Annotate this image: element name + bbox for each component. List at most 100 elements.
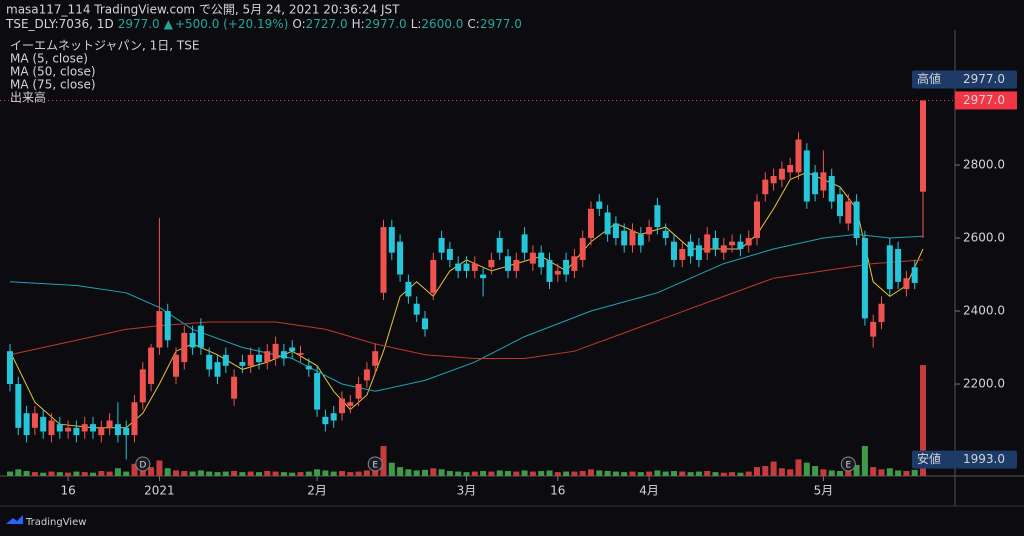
candle-body — [596, 201, 603, 209]
volume-bar — [347, 472, 354, 476]
volume-bar — [845, 469, 852, 476]
volume-bar — [654, 470, 661, 476]
candle-body — [496, 238, 503, 253]
volume-bar — [803, 462, 810, 476]
volume-bar — [895, 470, 902, 476]
candle-body — [812, 172, 819, 195]
volume-bar — [853, 464, 860, 476]
volume-bar — [413, 470, 420, 476]
volume-bar — [7, 471, 13, 476]
volume-bar — [247, 471, 254, 476]
volume-bar — [131, 463, 138, 476]
candle-body — [621, 230, 628, 246]
candle-body — [214, 362, 221, 377]
volume-bar — [363, 470, 370, 476]
footer: TradingView — [25, 517, 86, 528]
volume-bar — [114, 468, 121, 476]
candle-body — [671, 241, 677, 260]
volume-bar — [355, 471, 362, 476]
volume-bar — [795, 459, 802, 476]
candle-body — [861, 238, 868, 319]
volume-bar — [596, 470, 603, 476]
high_marker-value: 2977.0 — [963, 72, 1005, 86]
candle-body — [48, 420, 55, 436]
volume-bar — [256, 472, 262, 476]
candle-body — [654, 205, 661, 228]
candle-body — [98, 427, 105, 436]
volume-bar — [621, 472, 628, 476]
volume-bar — [81, 472, 88, 476]
volume-bar — [106, 471, 113, 476]
volume-bar — [679, 471, 686, 476]
last-price-box — [955, 91, 1017, 110]
arrow: ▲ — [164, 17, 174, 31]
ohlc-value: 2977.0 — [365, 17, 407, 31]
ohlc-value: 2977.0 — [480, 17, 522, 31]
volume-bar — [529, 471, 536, 476]
volume-bar — [861, 446, 868, 476]
volume-bar — [73, 471, 80, 476]
volume-bar — [687, 472, 694, 476]
candle-body — [123, 427, 130, 436]
candle-body — [189, 332, 196, 348]
event-marker — [367, 456, 383, 472]
candle-body — [662, 230, 669, 239]
volume-bar — [911, 469, 918, 476]
candle-body — [131, 402, 138, 436]
volume-bar — [388, 462, 395, 476]
volume-bar — [322, 470, 329, 476]
candle-body — [612, 223, 619, 239]
candle-body — [803, 150, 810, 202]
symbol-line: TSE_DLY:7036, 1D 2977.0 ▲ +500.0 (+20.19%) O… — [5, 17, 522, 31]
candle-body — [197, 325, 204, 348]
volume-bar — [812, 466, 819, 476]
candle-body — [231, 376, 238, 399]
candle-body — [405, 281, 412, 297]
volume-bar — [23, 471, 30, 476]
volume-bar — [430, 468, 437, 476]
volume-bar — [330, 471, 337, 476]
volume-bar — [280, 472, 287, 476]
candle-body — [422, 318, 428, 330]
candle-body — [372, 351, 379, 366]
legend-entry: MA (50, close) — [10, 65, 96, 79]
volume-bar — [264, 471, 271, 476]
volume-bar — [139, 469, 146, 476]
candle-body — [289, 347, 296, 352]
event-marker — [840, 456, 856, 472]
candle-body — [513, 259, 520, 271]
volume-bar — [563, 471, 570, 476]
candle-body — [114, 424, 121, 436]
volume-bar — [164, 468, 171, 476]
volume-bar — [886, 468, 893, 476]
volume-bar — [612, 471, 619, 476]
candle-body — [322, 416, 329, 425]
candle-body — [704, 234, 711, 253]
volume-bar — [206, 471, 213, 476]
volume-bar — [40, 472, 47, 476]
candle-body — [529, 252, 536, 264]
volume-bar — [48, 471, 55, 476]
volume-bar — [289, 472, 296, 476]
ohlc-value: 2727.0 — [306, 17, 348, 31]
candle-body — [629, 230, 636, 246]
candle-body — [106, 420, 113, 428]
candle-body — [347, 402, 354, 406]
candle-body — [911, 267, 918, 283]
y-tick-label: 2400.0 — [963, 304, 1005, 318]
candle-body — [363, 369, 370, 381]
candle-body — [164, 311, 171, 341]
volume-bar — [762, 466, 769, 476]
high_marker-box — [912, 70, 1017, 89]
candle-body — [173, 354, 179, 377]
candle-body — [729, 241, 736, 246]
candle-body — [505, 256, 511, 271]
volume-bar — [637, 472, 644, 476]
volume-bar — [173, 470, 179, 476]
candle-body — [480, 274, 487, 279]
x-tick-label: 2021 — [144, 484, 175, 498]
candle-body — [637, 234, 644, 246]
candle-body — [31, 413, 38, 428]
candle-body — [380, 227, 387, 293]
candle-body — [430, 259, 437, 293]
